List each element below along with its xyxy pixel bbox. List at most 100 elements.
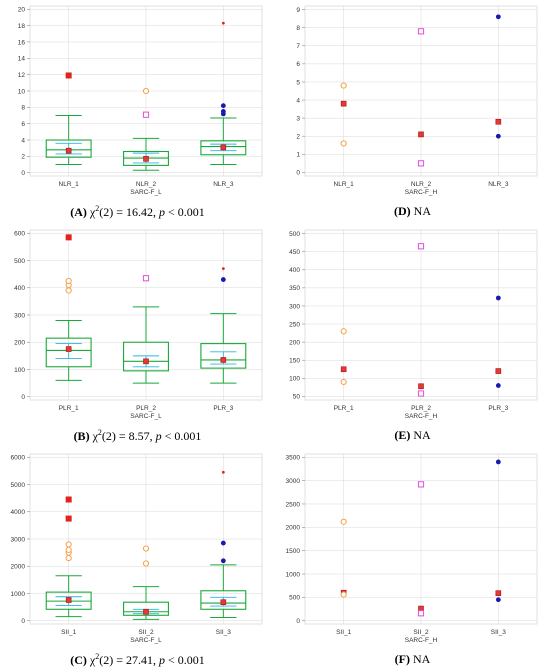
x-tick-label: SII_3 [216,629,232,636]
outlier-point [65,554,72,562]
caption-letter: (D) [393,204,411,218]
outlier-far-point [65,496,72,503]
x-tick-label: NLR_2 [411,181,432,188]
outlier-pink-point [417,390,425,397]
y-tick-label: 4 [296,97,300,104]
outlier-far-point [221,267,225,271]
panel-B: 0 100 200 300 400 500 600 PLR_1 PLR_2 PLR_3 SARC-F… [0,224,275,448]
x-axis-label: SARC-F_H [405,637,438,644]
caption-letter: (C) [70,653,87,667]
caption-letter: (F) [394,652,410,666]
caption-p: p [158,205,165,219]
panel-F: 0 500 1000 1500 2000 2500 3000 3500 SII_1 SII_2 SI… [275,448,550,672]
outlier-pink-point [142,275,150,282]
outlier-pink-point [417,610,425,617]
outlier-pink-point [417,160,425,167]
panel-D: 0 1 2 3 4 5 6 7 8 9 NLR_1 NLR_2 NLR_3 SARC-F_H (D) NA [275,0,550,224]
y-tick-label: 500 [289,231,300,238]
outlier-point [142,87,150,95]
y-tick-label: 18 [18,23,26,30]
caption-stat: < 0.001 [164,205,205,219]
outlier-point [65,546,72,553]
x-tick-label: SII_2 [413,629,429,636]
box [123,601,169,616]
outlier-pink-point [142,111,150,118]
y-tick-label: 100 [289,376,300,383]
x-tick-label: NLR_1 [59,181,80,188]
y-tick-label: 1000 [286,571,301,578]
y-tick-label: 50 [293,394,301,401]
caption-C: (C) χ2(2) = 27.41, p < 0.001 [0,652,275,668]
caption-sup: 2 [95,204,100,213]
y-tick-label: 3 [296,115,300,122]
y-tick-label: 3500 [286,455,301,462]
y-tick-label: 300 [289,303,300,310]
y-tick-label: 3000 [11,536,26,543]
outlier-blue-point [220,277,226,282]
y-tick-label: 0 [296,618,300,625]
x-tick-label: PLR_2 [136,405,156,412]
x-axis-label: SARC-F_L [130,189,162,196]
caption-stat: χ [89,429,98,443]
outlier-point [340,328,347,335]
outlier-blue-point [495,383,501,388]
x-tick-label: NLR_2 [136,181,157,188]
y-tick-label: 10 [18,88,26,95]
x-tick-label: SII_3 [491,629,507,636]
outlier-far-point [65,72,72,79]
caption-stat: χ [86,653,96,667]
y-tick-label: 1000 [11,591,26,598]
y-tick-label: 150 [289,358,300,365]
mean-marker [220,599,227,606]
caption-text: NA [410,204,431,218]
caption-stat: (2) = 16.42, [99,205,159,219]
y-tick-label: 7 [296,43,300,50]
y-tick-label: 20 [18,7,26,14]
chart-E: 50 100 150 200 250 300 350 400 450 500 PLR_1 PLR_2 P… [289,229,538,420]
caption-text: NA [410,428,431,442]
mean-marker [65,597,72,603]
y-tick-label: 500 [289,595,300,602]
y-tick-label: 400 [289,267,300,274]
x-tick-label: NLR_1 [334,181,355,188]
y-tick-label: 4000 [11,509,26,516]
y-tick-label: 5000 [11,482,26,489]
y-tick-label: 0 [21,394,25,401]
mean-marker [220,144,227,151]
y-tick-label: 16 [18,39,26,46]
caption-p: p [155,429,162,443]
chart-F: 0 500 1000 1500 2000 2500 3000 3500 SII_1 SII_2 SI… [286,453,538,644]
outlier-pink-point [417,481,425,488]
caption-letter: (B) [73,429,90,443]
outlier-far-point [221,470,225,474]
mean-marker [143,358,149,365]
y-tick-label: 600 [14,231,25,238]
chart-C: 0 1000 2000 3000 4000 5000 6000 SII_1 SII_2 SII_3… [11,453,263,644]
y-tick-label: 1 [296,152,300,159]
y-tick-label: 6 [296,61,300,68]
x-tick-label: NLR_3 [213,181,234,188]
y-tick-label: 14 [18,56,26,63]
mean-marker [65,346,72,352]
mean-marker [220,357,227,363]
outlier-blue-point [495,295,501,301]
mean-marker [143,608,149,615]
y-tick-label: 3000 [286,478,301,485]
outlier-blue-point [495,133,501,139]
mean-marker [65,147,72,154]
x-axis-label: SARC-F_L [130,637,162,644]
box [200,590,247,610]
y-tick-label: 0 [21,170,25,177]
x-axis-label: SARC-F_H [405,189,438,196]
mean-marker [418,383,424,390]
caption-letter: (A) [70,205,87,219]
outlier-far-point [65,515,72,522]
y-tick-label: 2 [21,154,25,161]
mean-marker [495,590,502,596]
y-tick-label: 100 [14,367,25,374]
panel-A: 0 2 4 6 8 10 12 14 16 18 20 NLR_1 NLR_2 NLR_3 SARC-F_L… [0,0,275,224]
y-tick-label: 0 [296,170,300,177]
y-tick-label: 4 [21,137,25,144]
caption-A: (A) χ2(2) = 16.42, p < 0.001 [0,204,275,220]
x-tick-label: PLR_3 [488,405,508,412]
